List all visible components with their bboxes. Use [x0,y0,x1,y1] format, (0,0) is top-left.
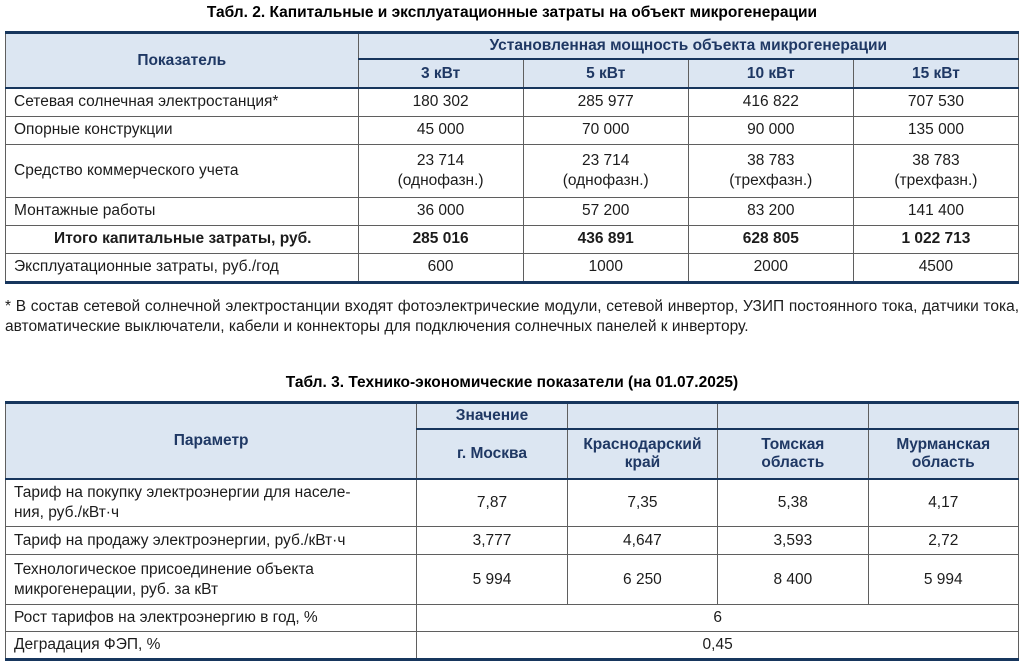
table-cell: 141 400 [852,196,1020,226]
row-label: Опорные конструкции [5,115,359,145]
table-cell: 416 822 [687,87,854,117]
table-cell-spanned: 0,45 [416,631,1019,660]
table-cell-spanned: 6 [416,604,1019,632]
row-label: Эксплуатационные затраты, руб./год [5,252,359,283]
table-cell: 70 000 [522,115,689,145]
table-cell: 38 783 (трехфазн.) [852,143,1020,198]
row-label: Сетевая солнечная электростанция* [5,87,359,117]
table-cell: 628 805 [687,224,854,254]
table2-param-header: Показатель [5,32,359,89]
table-cell: 5 994 [867,554,1020,605]
table-cell: 285 016 [357,224,524,254]
table2-col-header-15kw: 15 кВт [852,58,1020,89]
table-row: Эксплуатационные затраты, руб./год 600 1… [5,252,1020,283]
table-cell: 90 000 [687,115,854,145]
table-cell: 135 000 [852,115,1020,145]
table-cell: 38 783 (трехфазн.) [687,143,854,198]
table-cell: 4500 [852,252,1020,283]
table2-col-header-5kw: 5 кВт [522,58,689,89]
table-cell: 7,87 [416,478,568,527]
table-cell: 7,35 [566,478,719,527]
table3-col-header-moscow: г. Москва [416,428,568,480]
table-cell: 8 400 [717,554,869,605]
table3-tech-economic-indicators: Параметр Значение г. Москва Краснодарски… [4,400,1020,661]
table3-group-spacer [566,401,719,430]
table2-col-header-3kw: 3 кВт [357,58,524,89]
table3-title: Табл. 3. Технико-экономические показател… [285,373,739,391]
table3-param-header: Параметр [4,401,418,480]
table-row-total: Итого капитальные затраты, руб. 285 016 … [5,224,1020,254]
table-row: Тариф на покупку электроэнергии для насе… [4,478,1020,527]
row-label: Технологическое присоединение объекта ми… [4,554,418,605]
table-cell: 1000 [522,252,689,283]
table-cell: 600 [357,252,524,283]
table-row: Технологическое присоединение объекта ми… [4,554,1020,605]
table2-capital-costs: Показатель Установленная мощность объект… [5,31,1020,284]
row-label: Тариф на покупку электроэнергии для насе… [4,478,418,527]
table3-col-header-krasnodar: Краснодарский край [566,428,719,480]
table-cell: 436 891 [522,224,689,254]
row-label: Средство коммерческого учета [5,143,359,198]
table-row: Монтажные работы 36 000 57 200 83 200 14… [5,196,1020,226]
table-row: Деградация ФЭП, % 0,45 [4,631,1019,660]
table-cell: 2000 [687,252,854,283]
table-cell: 5 994 [416,554,568,605]
table-cell: 23 714 (однофазн.) [357,143,524,198]
table-cell: 36 000 [357,196,524,226]
table3-col-header-tomsk: Томская область [717,428,869,480]
table3-group-spacer [867,401,1020,430]
table-row: Рост тарифов на электроэнергию в год, % … [4,604,1019,632]
table2-group-header: Установленная мощность объекта микрогене… [357,32,1020,60]
row-label: Рост тарифов на электроэнергию в год, % [4,604,418,632]
row-label: Монтажные работы [5,196,359,226]
table3-group-spacer [717,401,869,430]
table-row: Тариф на продажу электроэнергии, руб./кВ… [4,526,1020,555]
table2-col-header-10kw: 10 кВт [687,58,854,89]
table-row: Средство коммерческого учета 23 714 (одн… [5,143,1020,198]
table-cell: 45 000 [357,115,524,145]
table-cell: 3,593 [717,526,869,555]
table-cell: 2,72 [867,526,1020,555]
table-cell: 707 530 [852,87,1020,117]
row-label: Деградация ФЭП, % [4,631,418,660]
table-row: Опорные конструкции 45 000 70 000 90 000… [5,115,1020,145]
table2-title: Табл. 2. Капитальные и эксплуатационные … [206,4,818,21]
table-row: Сетевая солнечная электростанция* 180 30… [5,87,1020,117]
table-cell: 6 250 [566,554,719,605]
table-cell: 4,647 [566,526,719,555]
table3-col-header-murmansk: Мурманская область [867,428,1020,480]
row-label: Итого капитальные затраты, руб. [5,224,359,254]
table-cell: 57 200 [522,196,689,226]
table-cell: 4,17 [867,478,1020,527]
table-cell: 83 200 [687,196,854,226]
row-label: Тариф на продажу электроэнергии, руб./кВ… [4,526,418,555]
table-cell: 1 022 713 [852,224,1020,254]
table-cell: 180 302 [357,87,524,117]
table2-footnote: * В состав сетевой солнечной электростан… [5,297,1019,335]
table-cell: 5,38 [717,478,869,527]
table-cell: 285 977 [522,87,689,117]
table-cell: 23 714 (однофазн.) [522,143,689,198]
table3-group-header: Значение [416,401,568,430]
table-cell: 3,777 [416,526,568,555]
